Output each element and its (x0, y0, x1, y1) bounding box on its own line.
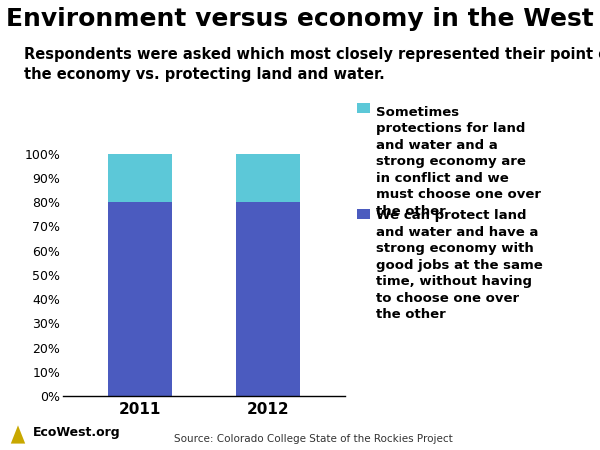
Bar (108, 202, 172, 396)
Text: Source: Colorado College State of the Rockies Project: Source: Colorado College State of the Ro… (174, 434, 453, 444)
Text: We can protect land
and water and have a
strong economy with
good jobs at the sa: We can protect land and water and have a… (376, 209, 543, 321)
Text: Respondents were asked which most closely represented their point of view on
the: Respondents were asked which most closel… (24, 47, 600, 82)
Bar (236, 202, 300, 396)
Text: EcoWest.org: EcoWest.org (33, 427, 121, 439)
Text: Sometimes
protections for land
and water and a
strong economy are
in conflict an: Sometimes protections for land and water… (376, 106, 541, 218)
Bar (108, 154, 172, 202)
Polygon shape (11, 425, 25, 444)
Bar (236, 154, 300, 202)
Text: Environment versus economy in the West: Environment versus economy in the West (6, 7, 594, 31)
